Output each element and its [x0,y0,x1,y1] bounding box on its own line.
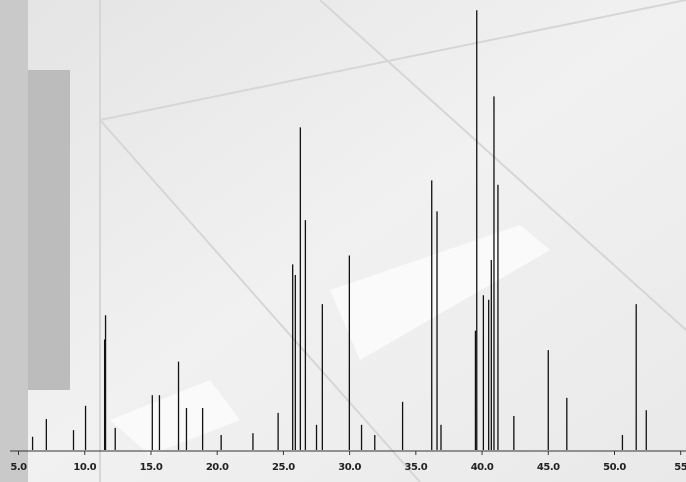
x-tick-label: 25.0 [272,462,295,473]
x-tick-label: 20.0 [206,462,229,473]
x-tick-label: 35.0 [404,462,427,473]
x-tick-label: 5.0 [10,462,27,473]
wall-edge [0,0,28,482]
x-tick-label: 45.0 [537,462,560,473]
x-tick-label: 15.0 [140,462,163,473]
poster [28,70,70,390]
plot-area: 5.0 10.0 15.0 20.0 25.0 30.0 35.0 40.0 45.0 50.0 5… [10,10,686,473]
x-tick-label: 55 [674,462,686,473]
x-tick-label: 10.0 [73,462,96,473]
x-tick-label: 30.0 [338,462,361,473]
x-tick-label: 50.0 [603,462,626,473]
ceiling-lines [99,0,686,482]
x-tick-label: 40.0 [471,462,494,473]
ceiling-lights [110,225,550,455]
